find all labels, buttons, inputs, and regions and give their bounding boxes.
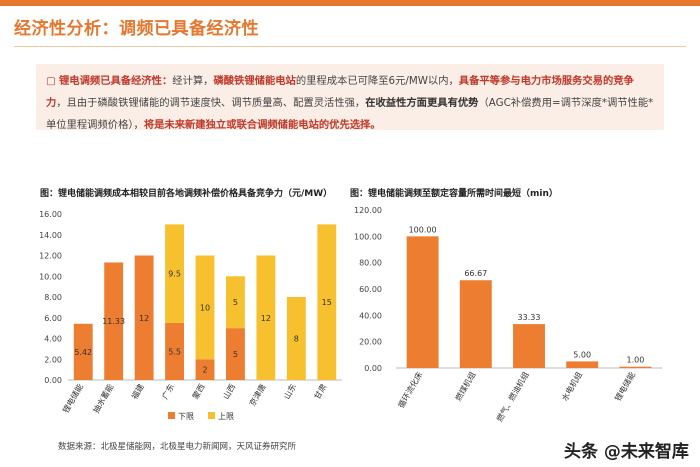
chart1-bar-lower bbox=[73, 323, 93, 380]
chart2-category-label: 锂电储能 bbox=[612, 370, 637, 403]
top-accent-bar bbox=[0, 0, 700, 6]
page-title: 经济性分析：调频已具备经济性 bbox=[14, 19, 259, 39]
chart1-category-label: 抽水蓄能 bbox=[91, 382, 116, 415]
chart2-data-label: 33.33 bbox=[518, 313, 541, 322]
chart1-category-label: 山东 bbox=[281, 382, 298, 401]
chart1-bar-upper bbox=[286, 297, 306, 380]
chart2-bar bbox=[459, 280, 492, 368]
chart1-bar-lower bbox=[134, 255, 154, 380]
chart2-bar bbox=[406, 236, 439, 368]
chart1-ytick-label: 16.00 bbox=[39, 210, 62, 219]
chart1-category-label: 锂电储能 bbox=[60, 382, 85, 415]
chart1-legend-label: 下限 bbox=[178, 412, 194, 421]
chart1-category-label: 甘肃 bbox=[312, 382, 329, 401]
chart1-bar-lower bbox=[165, 322, 184, 380]
title-divider bbox=[14, 46, 686, 47]
chart1-category-label: 广东 bbox=[160, 382, 177, 401]
chart1-legend-swatch bbox=[208, 412, 215, 419]
chart2-bar bbox=[513, 324, 545, 368]
chart1-bar-lower bbox=[195, 359, 215, 380]
summary-highlight-3: 在收益性方面更具有优势 bbox=[365, 97, 479, 109]
chart1-data-label: 15 bbox=[322, 298, 332, 307]
chart1-svg: 0.00 2.00 4.00 6.00 8.00 10.00 12.00 14.00 16.00… bbox=[39, 210, 342, 421]
chart1-bar-upper bbox=[226, 276, 245, 329]
chart1-data-label: 5 bbox=[233, 350, 238, 359]
checkbox-bullet-icon: ▢ bbox=[46, 75, 56, 87]
chart1-bar-lower bbox=[226, 328, 245, 380]
chart1-category-label: 京津唐 bbox=[247, 382, 268, 408]
chart1-data-label: 10 bbox=[200, 303, 210, 312]
chart2-category-label: 燃气、燃油机组 bbox=[494, 370, 531, 423]
chart1-ytick-label: 2.00 bbox=[44, 355, 62, 364]
chart2-ytick-label: 80.00 bbox=[359, 259, 382, 268]
chart1-ytick-label: 8.00 bbox=[44, 293, 62, 302]
chart2-data-label: 5.00 bbox=[573, 350, 591, 359]
chart1-data-label: 5 bbox=[233, 298, 238, 307]
chart1-data-label: 5.5 bbox=[168, 347, 181, 356]
chart1-ytick-label: 4.00 bbox=[44, 335, 62, 344]
data-source: 数据来源：北极星储能网，北极星电力新闻网，天风证券研究所 bbox=[58, 442, 297, 452]
chart1-data-label: 12 bbox=[261, 314, 271, 323]
chart2-ytick-label: 60.00 bbox=[359, 285, 382, 294]
chart2-title: 图：锂电储能调频至额定容量所需时间最短（min） bbox=[350, 189, 558, 199]
chart2-ytick-label: 120.00 bbox=[354, 206, 382, 215]
chart1-title: 图：锂电储能调频成本相较目前各地调频补偿价格具备竞争力（元/MW） bbox=[40, 189, 333, 199]
chart1-data-label: 8 bbox=[294, 335, 299, 344]
chart2-bar bbox=[566, 361, 599, 368]
chart1-category-label: 山西 bbox=[221, 382, 238, 401]
chart1-bar-upper bbox=[165, 224, 184, 323]
chart2-data-label: 66.67 bbox=[464, 269, 487, 278]
chart1-ytick-label: 14.00 bbox=[39, 231, 62, 240]
summary-highlight-2: 具备平等参与电力市场服务交易的竞争力 bbox=[46, 75, 634, 109]
chart1-data-label: 2 bbox=[202, 366, 207, 375]
chart2-ytick-label: 0.00 bbox=[364, 364, 382, 373]
summary-box: ▢ 锂电调频已具备经济性：经计算，磷酸铁锂储能电站的里程成本已可降至6元/MW以… bbox=[36, 64, 664, 131]
watermark: 头条 @未来智库 bbox=[560, 436, 693, 463]
chart1-data-label: 5.42 bbox=[74, 348, 92, 357]
chart1-ytick-label: 12.00 bbox=[39, 252, 62, 261]
chart1-bar-upper bbox=[317, 224, 337, 380]
chart2-bar bbox=[619, 366, 652, 368]
chart2-ytick-label: 40.00 bbox=[359, 311, 382, 320]
summary-text-1: 经计算， bbox=[172, 75, 214, 87]
chart1-legend-label: 上限 bbox=[218, 412, 234, 421]
summary-highlight-1: 磷酸铁锂储能电站 bbox=[213, 75, 296, 87]
summary-text-2: 的里程成本已可降至6元/MW以内， bbox=[295, 75, 459, 87]
summary-heading: 锂电调频已具备经济性： bbox=[59, 75, 173, 87]
chart2-category-label: 循环流化床 bbox=[396, 370, 425, 410]
chart1-ytick-label: 6.00 bbox=[44, 314, 62, 323]
summary-highlight-4: 将是未来新建独立或联合调频储能电站的优先选择。 bbox=[143, 119, 381, 131]
chart2-category-label: 燃煤机组 bbox=[453, 370, 478, 403]
summary-text-4: （AGC补偿费用=调节深度*调节性能*单位里程调频价格）， bbox=[46, 97, 654, 131]
chart1-bar-upper bbox=[195, 255, 215, 360]
chart2-svg: 0.00 20.00 40.00 60.00 80.00 100.00 120.00 100.… bbox=[354, 206, 662, 423]
chart1-ytick-label: 10.00 bbox=[39, 272, 62, 281]
chart2-ytick-label: 20.00 bbox=[359, 338, 382, 347]
chart1-legend-swatch bbox=[168, 412, 175, 419]
chart1-ytick-label: 0.00 bbox=[44, 376, 62, 385]
chart1-category-label: 蒙西 bbox=[190, 382, 207, 401]
chart2-data-label: 1.00 bbox=[626, 356, 644, 365]
chart1-data-label: 11.33 bbox=[102, 317, 125, 326]
chart1-category-label: 福建 bbox=[129, 382, 146, 401]
chart2-data-label: 100.00 bbox=[409, 225, 437, 234]
chart1-bar-lower bbox=[104, 262, 124, 380]
chart2-category-label: 水电机组 bbox=[559, 370, 584, 403]
summary-text-3: ，且由于磷酸铁锂储能的调节速度快、调节质量高、配置灵活性强， bbox=[56, 97, 366, 109]
chart2-ytick-label: 100.00 bbox=[354, 232, 382, 241]
chart1-bar-upper bbox=[256, 255, 276, 380]
chart1-data-label: 9.5 bbox=[168, 270, 181, 279]
chart1-data-label: 12 bbox=[139, 314, 149, 323]
